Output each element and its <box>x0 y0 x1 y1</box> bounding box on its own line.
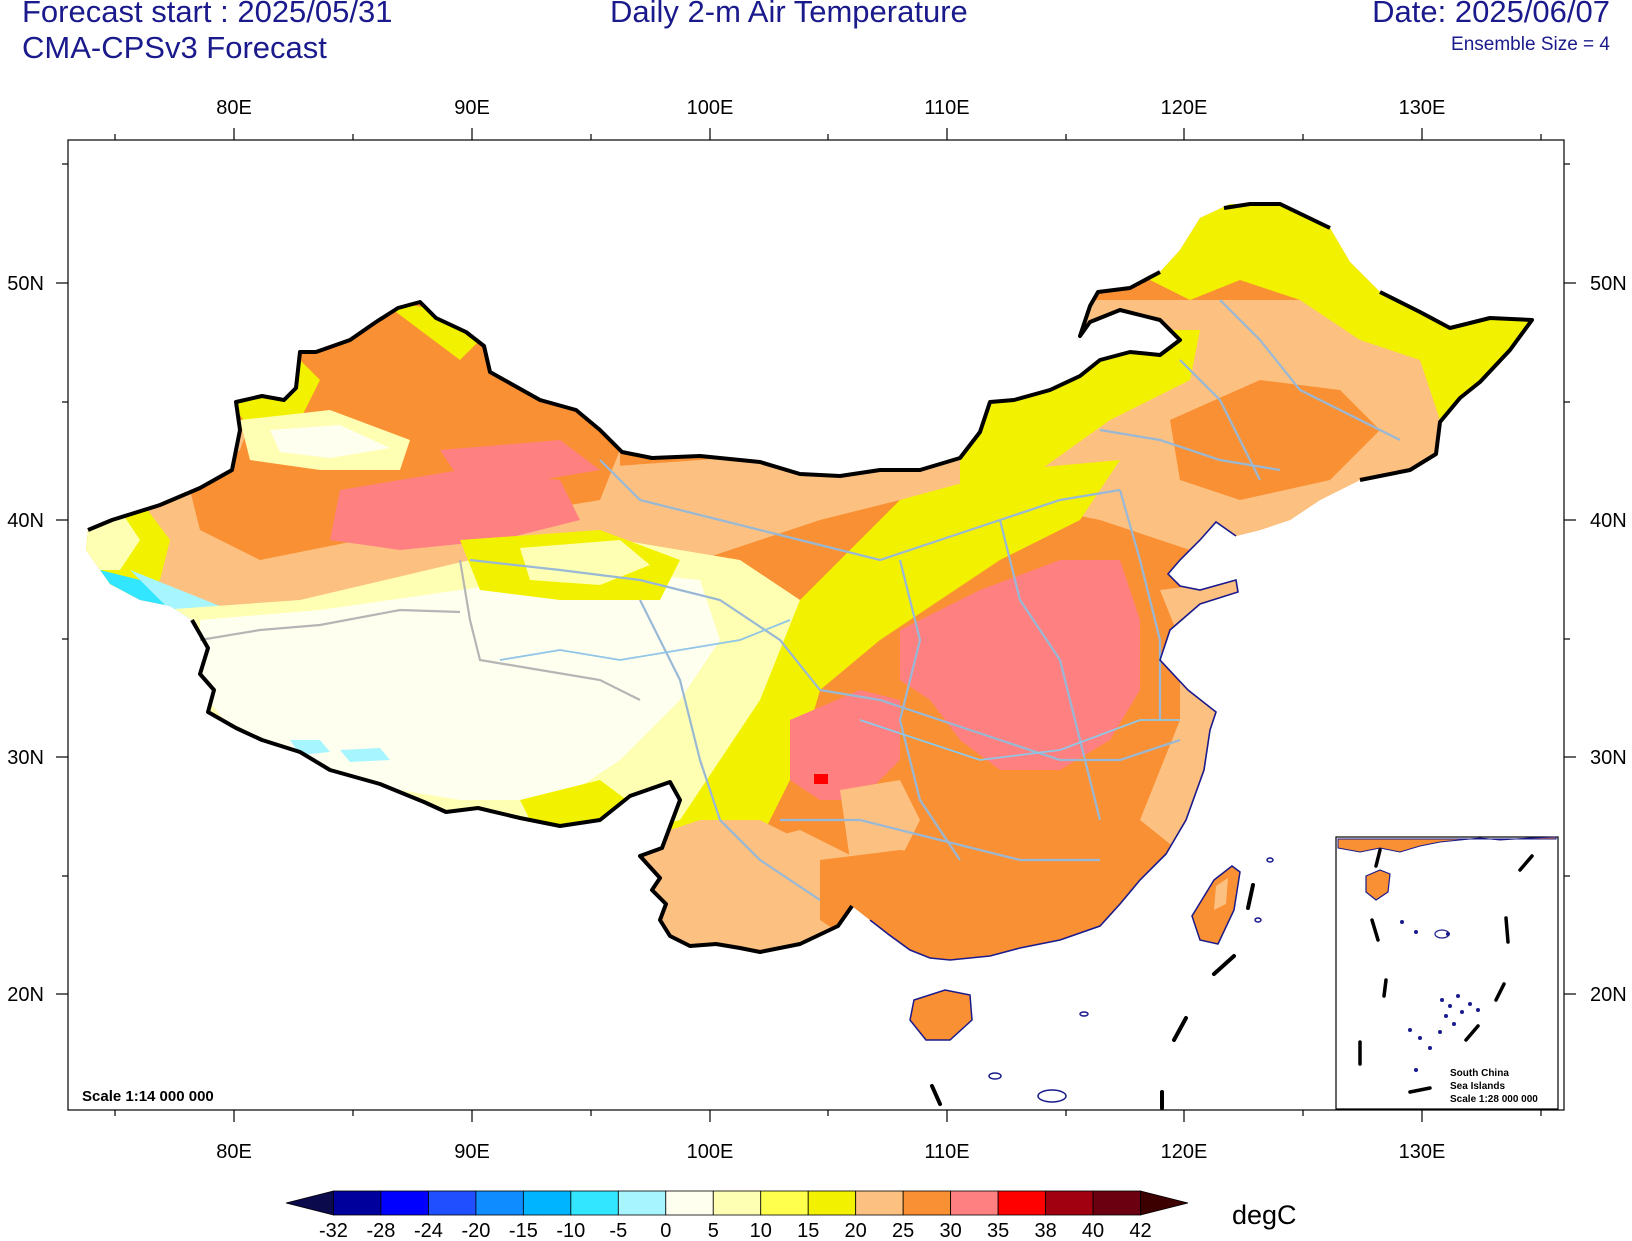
colorbar-tick-label: 30 <box>940 1220 962 1241</box>
colorbar-tick-label: 20 <box>845 1220 867 1241</box>
colorbar-tick-label: -10 <box>556 1220 585 1241</box>
axis-ticks <box>56 128 1576 1122</box>
inset-label-line1: South China <box>1450 1068 1509 1079</box>
colorbar: -32 -28 -24 -20 -15 -10 -5 0 5 10 15 20 25 30 35 38 40 42 <box>285 1190 1189 1241</box>
nine-dash-line <box>930 883 1255 1110</box>
province-boundaries <box>469 299 1401 901</box>
lat-label-right-30n: 30N <box>1590 747 1627 769</box>
lon-label-bottom-80e: 80E <box>216 1141 252 1163</box>
coastline <box>869 520 1239 961</box>
tibet-boundaries <box>199 559 641 701</box>
lon-label-top-130e: 130E <box>1399 97 1446 119</box>
colorbar-swatch <box>712 1190 762 1216</box>
colorbar-swatch <box>1045 1190 1094 1216</box>
colorbar-tick-label: 42 <box>1129 1220 1151 1241</box>
model-name-label: CMA-CPSv3 Forecast <box>22 30 327 65</box>
forecast-start-label: Forecast start : 2025/05/31 <box>22 0 393 29</box>
colorbar-swatch <box>902 1190 952 1216</box>
colorbar-tick-label: 35 <box>987 1220 1009 1241</box>
lon-label-top-100e: 100E <box>687 97 734 119</box>
colorbar-tick-label: -5 <box>609 1220 627 1241</box>
lon-label-bottom-100e: 100E <box>687 1141 734 1163</box>
lon-label-bottom-130e: 130E <box>1399 1141 1446 1163</box>
ensemble-size-label: Ensemble Size = 4 <box>1451 34 1610 55</box>
forecast-date-label: Date: 2025/06/07 <box>1372 0 1610 29</box>
main-map-scale: Scale 1:14 000 000 <box>82 1088 214 1105</box>
colorbar-tick-label: -24 <box>414 1220 443 1241</box>
colorbar-tick-label: 5 <box>708 1220 719 1241</box>
south-china-sea-inset: South China Sea Islands Scale 1:28 000 0… <box>1335 836 1559 1110</box>
colorbar-swatch <box>807 1190 857 1216</box>
colorbar-swatch <box>1092 1190 1141 1216</box>
lat-label-left-40n: 40N <box>7 510 44 532</box>
map-title: Daily 2-m Air Temperature <box>610 0 968 29</box>
islets <box>988 857 1274 1103</box>
colorbar-swatch <box>665 1190 714 1216</box>
lon-label-bottom-120e: 120E <box>1161 1141 1208 1163</box>
colorbar-tick-label: 40 <box>1082 1220 1104 1241</box>
china-border-far-north <box>1223 202 1331 230</box>
lat-label-right-40n: 40N <box>1590 510 1627 532</box>
lon-label-bottom-90e: 90E <box>454 1141 490 1163</box>
lon-label-top-80e: 80E <box>216 97 252 119</box>
lat-label-right-20n: 20N <box>1590 984 1627 1006</box>
inset-label-line2: Sea Islands <box>1450 1081 1505 1092</box>
hainan-island <box>909 989 973 1041</box>
colorbar-swatch <box>950 1190 999 1216</box>
colorbar-swatch <box>380 1190 429 1216</box>
colorbar-swatch <box>428 1190 477 1216</box>
inset-label-line3: Scale 1:28 000 000 <box>1450 1094 1538 1105</box>
colorbar-tick-label: 10 <box>750 1220 772 1241</box>
lon-label-top-120e: 120E <box>1161 97 1208 119</box>
lat-label-left-30n: 30N <box>7 747 44 769</box>
colorbar-swatch <box>997 1190 1046 1216</box>
lat-label-left-50n: 50N <box>7 273 44 295</box>
colorbar-swatch <box>475 1190 524 1216</box>
colorbar-tick-label: -32 <box>319 1220 348 1241</box>
colorbar-tick-label: -15 <box>509 1220 538 1241</box>
lon-label-top-90e: 90E <box>454 97 490 119</box>
rivers <box>499 619 1180 761</box>
colorbar-swatch <box>617 1190 667 1216</box>
colorbar-unit-label: degC <box>1232 1200 1297 1230</box>
china-border-southwest <box>190 619 854 954</box>
colorbar-swatch <box>1140 1190 1189 1216</box>
colorbar-swatch <box>760 1190 809 1216</box>
colorbar-swatch <box>570 1190 619 1216</box>
lat-label-left-20n: 20N <box>7 984 44 1006</box>
china-border-north <box>87 270 1182 532</box>
colorbar-tick-label: 25 <box>892 1220 914 1241</box>
colorbar-swatch <box>285 1190 334 1216</box>
china-border-northeast <box>1359 290 1534 482</box>
colorbar-tick-label: -28 <box>366 1220 395 1241</box>
colorbar-tick-label: 0 <box>660 1220 671 1241</box>
lon-label-bottom-110e: 110E <box>924 1141 969 1163</box>
colorbar-swatch <box>855 1190 904 1216</box>
colorbar-swatch <box>333 1190 382 1216</box>
colorbar-tick-label: 38 <box>1034 1220 1056 1241</box>
lon-label-top-110e: 110E <box>924 97 969 119</box>
colorbar-tick-label: 15 <box>797 1220 819 1241</box>
lat-label-right-50n: 50N <box>1590 273 1627 295</box>
colorbar-tick-label: -20 <box>461 1220 490 1241</box>
colorbar-swatch <box>522 1190 572 1216</box>
